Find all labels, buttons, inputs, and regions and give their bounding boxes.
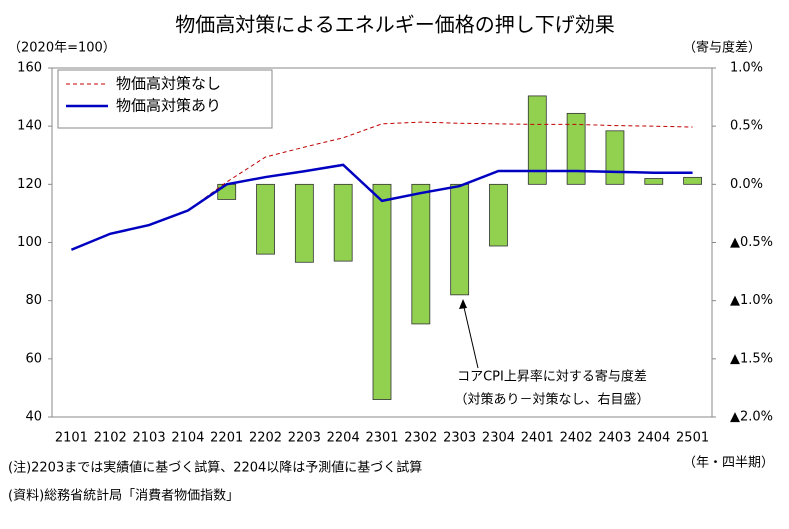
legend-label: 物価高対策あり [116, 97, 221, 115]
x-tick-label: 2501 [676, 431, 709, 446]
bar [333, 183, 353, 262]
line [70, 163, 693, 251]
y2-tick-label: ▲1.5% [730, 351, 773, 366]
x-tick-label: 2402 [560, 431, 593, 446]
y2-tick-label: 0.5% [730, 119, 763, 134]
x-tick-label: 2204 [327, 431, 360, 446]
x-tick-label: 2301 [365, 431, 398, 446]
x-tick-label: 2303 [443, 431, 476, 446]
bar [294, 183, 314, 263]
bar [217, 183, 237, 200]
y-tick-label: 100 [17, 235, 42, 250]
x-tick-label: 2401 [521, 431, 554, 446]
x-tick-label: 2104 [171, 431, 204, 446]
y-tick-label: 40 [25, 410, 42, 425]
y-tick-label: 140 [17, 119, 42, 134]
x-tick-label: 2203 [288, 431, 321, 446]
y-tick-label: 120 [17, 177, 42, 192]
x-tick-label: 2304 [482, 431, 515, 446]
line [187, 121, 693, 211]
bar [411, 183, 431, 325]
note: (注)2203までは実績値に基づく試算、2204以降は予測値に基づく試算 [8, 460, 422, 476]
y2-tick-label: 1.0% [730, 61, 763, 76]
annotation: コアCPI上昇率に対する寄与度差 [457, 369, 647, 385]
bar [644, 178, 664, 185]
annotation: （対策あり－対策なし、右目盛） [454, 392, 649, 408]
chart-title: 物価高対策によるエネルギー価格の押し下げ効果 [175, 13, 614, 37]
bar [527, 95, 547, 185]
x-tick-label: 2102 [94, 431, 127, 446]
y2-tick-label: ▲0.5% [730, 235, 773, 250]
x-tick-label: 2201 [210, 431, 243, 446]
legend-box [57, 69, 273, 129]
bar [372, 183, 392, 400]
x-tick-label: 2403 [598, 431, 631, 446]
note: (資料)総務省統計局「消費者物価指数」 [8, 488, 239, 504]
legend-label: 物価高対策なし [116, 75, 221, 93]
y2-tick-label: ▲2.0% [730, 410, 773, 425]
annotation-arrow [462, 302, 479, 369]
bar [605, 130, 625, 185]
y2-tick-label: 0.0% [730, 177, 763, 192]
x-tick-label: 2101 [55, 431, 88, 446]
x-tick-label: 2103 [133, 431, 166, 446]
y2-axis-label: （寄与度差） [683, 40, 761, 56]
y-axis-label: （2020年=100） [8, 41, 116, 56]
x-tick-label: 2302 [404, 431, 437, 446]
bar [256, 183, 275, 255]
bar [450, 183, 470, 296]
y-tick-label: 160 [17, 61, 42, 76]
bar [489, 183, 508, 247]
x-axis-label: （年・四半期） [683, 456, 774, 471]
y-tick-label: 60 [25, 351, 42, 366]
x-tick-label: 2202 [249, 431, 282, 446]
bar [683, 176, 702, 185]
bar [566, 112, 586, 185]
y-tick-label: 80 [25, 293, 42, 308]
y2-tick-label: ▲1.0% [730, 293, 773, 308]
arrow-head [459, 299, 467, 309]
x-tick-label: 2404 [637, 431, 670, 446]
